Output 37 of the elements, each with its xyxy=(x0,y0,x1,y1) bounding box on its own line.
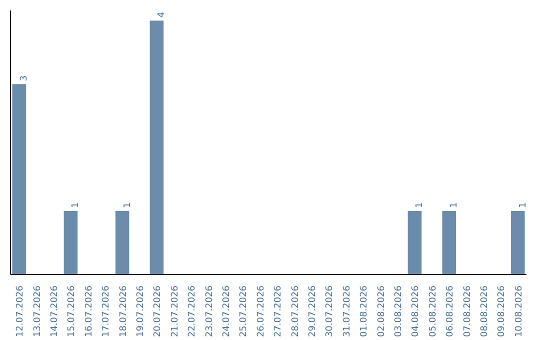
data-label: 1 xyxy=(518,202,528,208)
x-tick-label: 23.07.2026 xyxy=(204,285,215,338)
x-tick-label: 20.07.2026 xyxy=(153,285,164,338)
data-label: 1 xyxy=(122,202,133,208)
x-tick-label: 12.07.2026 xyxy=(16,285,26,338)
x-tick-label: 21.07.2026 xyxy=(170,285,180,338)
data-label: 3 xyxy=(20,75,30,82)
x-tick-label: 29.07.2026 xyxy=(308,285,318,338)
x-tick-label: 30.07.2026 xyxy=(325,285,336,338)
data-label: 1 xyxy=(450,202,460,208)
x-tick-label: 31.07.2026 xyxy=(342,285,352,338)
x-tick-label: 15.07.2026 xyxy=(67,285,78,338)
x-tick-label: 04.08.2026 xyxy=(411,285,422,338)
x-tick-label: 02.08.2026 xyxy=(376,285,387,338)
x-tick-label: 01.08.2026 xyxy=(360,285,370,338)
x-tick-label: 05.08.2026 xyxy=(428,285,438,338)
x-tick-label: 19.07.2026 xyxy=(136,285,146,338)
x-tick-label: 07.08.2026 xyxy=(462,285,473,338)
x-tick-label: 25.07.2026 xyxy=(239,285,250,338)
data-label: 1 xyxy=(415,202,426,208)
x-tick-label: 22.07.2026 xyxy=(188,285,198,338)
x-tick-label: 26.07.2026 xyxy=(256,285,266,338)
x-tick-label: 24.07.2026 xyxy=(222,285,232,338)
data-label: 1 xyxy=(71,202,82,208)
x-tick-label: 08.08.2026 xyxy=(480,285,490,338)
x-tick-label: 28.07.2026 xyxy=(290,285,301,338)
x-tick-label: 13.07.2026 xyxy=(32,285,43,338)
x-tick-label: 06.08.2026 xyxy=(446,285,456,338)
x-tick-label: 27.07.2026 xyxy=(274,285,284,338)
x-tick-label: 10.08.2026 xyxy=(514,285,524,338)
x-tick-label: 17.07.2026 xyxy=(102,285,112,338)
x-tick-label: 09.08.2026 xyxy=(497,285,508,338)
x-tick-label: 03.08.2026 xyxy=(394,285,404,338)
x-tick-label: 16.07.2026 xyxy=(84,285,94,338)
data-label: 4 xyxy=(157,12,168,18)
x-tick-label: 18.07.2026 xyxy=(118,285,129,338)
x-tick-label: 14.07.2026 xyxy=(50,285,60,338)
